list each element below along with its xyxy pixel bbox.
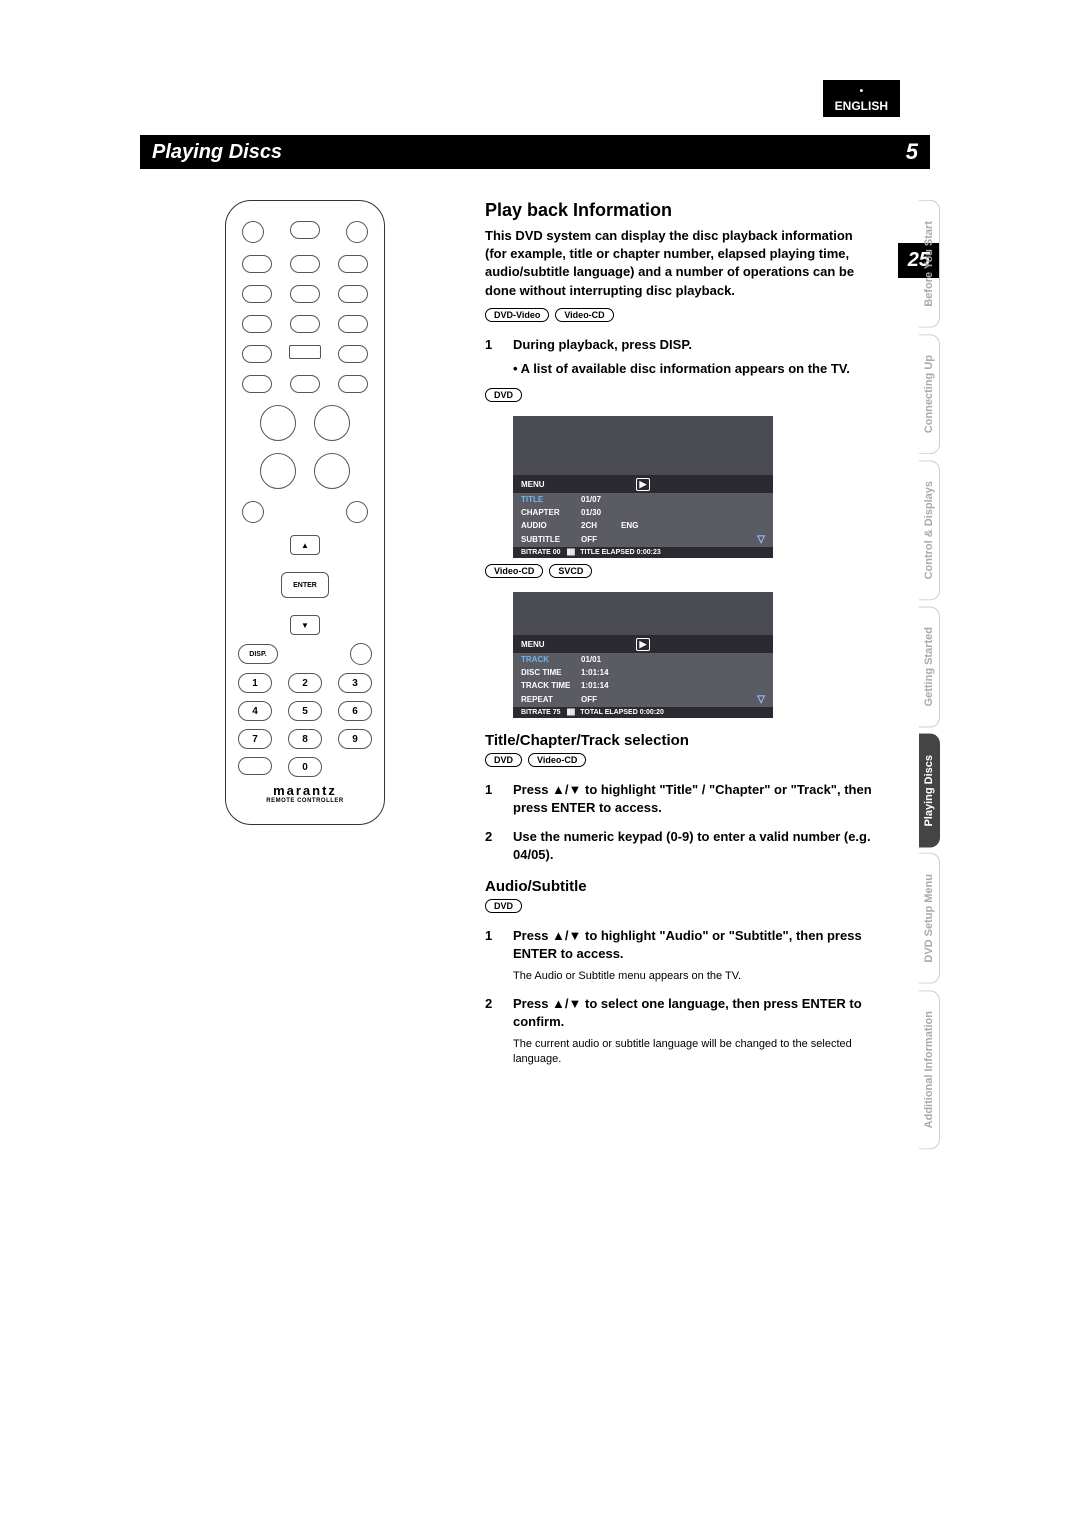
keypad-5: 5 (288, 701, 322, 721)
brand-logo: marantz (226, 783, 384, 798)
title-bar-label: Playing Discs (152, 141, 282, 164)
title-bar-number: 5 (906, 139, 918, 165)
osd-vcd: MENU▶ TRACK01/01 DISC TIME1:01:14 TRACK … (513, 592, 773, 718)
osd-dvd: MENU▶ TITLE01/07 CHAPTER01/30 AUDIO2CHEN… (513, 416, 773, 558)
pill-dvd: DVD (485, 388, 522, 402)
tab-control-displays: Control & Displays (919, 460, 940, 600)
audio-step-2: 2Press ▲/▼ to select one language, then … (485, 995, 875, 1031)
disp-button: DISP. (238, 644, 278, 664)
keypad-9: 9 (338, 729, 372, 749)
pill-dvd-3: DVD (485, 899, 522, 913)
pill-video-cd-2: Video-CD (485, 564, 543, 578)
step-1-bullet: • A list of available disc information a… (513, 360, 875, 378)
keypad-3: 3 (338, 673, 372, 693)
tab-before-you-start: Before You Start (919, 200, 940, 328)
nav-up-button: ▲ (290, 535, 320, 555)
tab-additional-info: Additional Information (919, 990, 940, 1149)
pill-dvd-2: DVD (485, 753, 522, 767)
playback-heading: Play back Information (485, 200, 875, 221)
nav-down-button: ▼ (290, 615, 320, 635)
keypad-2: 2 (288, 673, 322, 693)
keypad-7: 7 (238, 729, 272, 749)
audio-note-1: The Audio or Subtitle menu appears on th… (513, 969, 875, 984)
audio-step-1: 1Press ▲/▼ to highlight "Audio" or "Subt… (485, 927, 875, 963)
pill-video-cd: Video-CD (555, 308, 613, 322)
keypad-0: 0 (288, 757, 322, 777)
step-1: 1 During playback, press DISP. (485, 336, 875, 354)
title-step-1: 1Press ▲/▼ to highlight "Title" / "Chapt… (485, 781, 875, 817)
title-selection-heading: Title/Chapter/Track selection (485, 732, 875, 749)
title-step-2: 2Use the numeric keypad (0-9) to enter a… (485, 828, 875, 864)
pill-dvd-video: DVD-Video (485, 308, 549, 322)
brand-sub: REMOTE CONTROLLER (226, 798, 384, 804)
enter-button: ENTER (281, 572, 329, 598)
audio-subtitle-heading: Audio/Subtitle (485, 878, 875, 895)
pill-video-cd-3: Video-CD (528, 753, 586, 767)
tab-connecting-up: Connecting Up (919, 334, 940, 454)
audio-note-2: The current audio or subtitle language w… (513, 1037, 875, 1068)
remote-diagram: ▲ ENTER ▼ DISP. 1 2 3 4 5 6 (225, 200, 385, 825)
title-bar: Playing Discs 5 (140, 135, 930, 169)
tab-playing-discs: Playing Discs (919, 734, 940, 848)
keypad-6: 6 (338, 701, 372, 721)
keypad-4: 4 (238, 701, 272, 721)
keypad-8: 8 (288, 729, 322, 749)
tab-getting-started: Getting Started (919, 606, 940, 727)
language-badge: ENGLISH (823, 80, 900, 117)
tab-dvd-setup-menu: DVD Setup Menu (919, 853, 940, 984)
pill-svcd: SVCD (549, 564, 592, 578)
keypad-1: 1 (238, 673, 272, 693)
playback-desc: This DVD system can display the disc pla… (485, 227, 875, 300)
